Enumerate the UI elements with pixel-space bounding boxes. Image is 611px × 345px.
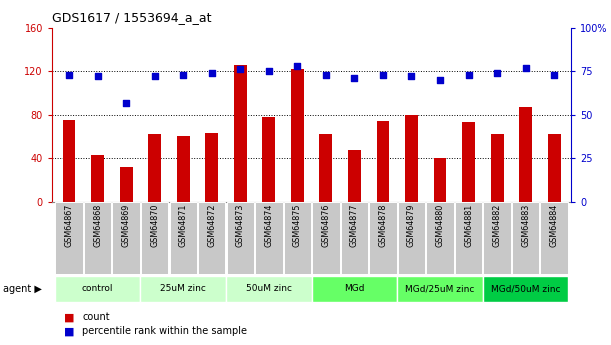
Bar	[227, 202, 254, 274]
Bar	[519, 107, 532, 202]
Text: GSM64880: GSM64880	[436, 204, 445, 247]
Bar	[312, 276, 397, 302]
Bar	[483, 276, 568, 302]
Text: GSM64877: GSM64877	[350, 204, 359, 247]
Text: GSM64869: GSM64869	[122, 204, 131, 247]
Bar	[91, 155, 104, 202]
Text: GDS1617 / 1553694_a_at: GDS1617 / 1553694_a_at	[52, 11, 211, 24]
Bar	[112, 202, 140, 274]
Text: GSM64870: GSM64870	[150, 204, 159, 247]
Point	[150, 73, 159, 79]
Bar	[55, 276, 141, 302]
Bar	[341, 202, 368, 274]
Bar	[462, 122, 475, 202]
Text: 50uM zinc: 50uM zinc	[246, 284, 292, 294]
Point	[207, 70, 217, 76]
Bar	[169, 202, 197, 274]
Text: GSM64876: GSM64876	[321, 204, 331, 247]
Text: GSM64878: GSM64878	[378, 204, 387, 247]
Text: MGd/25uM zinc: MGd/25uM zinc	[405, 284, 475, 294]
Text: GSM64884: GSM64884	[550, 204, 558, 247]
Bar	[120, 167, 133, 202]
Text: percentile rank within the sample: percentile rank within the sample	[82, 326, 247, 336]
Bar	[255, 202, 282, 274]
Bar	[148, 134, 161, 202]
Bar	[284, 202, 311, 274]
Bar	[291, 69, 304, 202]
Bar	[262, 117, 275, 202]
Text: GSM64875: GSM64875	[293, 204, 302, 247]
Point	[235, 67, 245, 72]
Bar	[369, 202, 397, 274]
Text: ■: ■	[64, 313, 75, 322]
Bar	[348, 149, 361, 202]
Bar	[434, 158, 447, 202]
Bar	[226, 276, 312, 302]
Bar	[177, 137, 189, 202]
Text: GSM64883: GSM64883	[521, 204, 530, 247]
Bar	[84, 202, 111, 274]
Point	[93, 73, 103, 79]
Point	[321, 72, 331, 77]
Point	[378, 72, 388, 77]
Bar	[426, 202, 454, 274]
Text: agent ▶: agent ▶	[3, 284, 42, 294]
Bar	[56, 202, 82, 274]
Text: MGd: MGd	[344, 284, 365, 294]
Bar	[198, 202, 225, 274]
Text: GSM64882: GSM64882	[492, 204, 502, 247]
Point	[464, 72, 474, 77]
Bar	[547, 134, 560, 202]
Point	[121, 100, 131, 105]
Text: GSM64881: GSM64881	[464, 204, 473, 247]
Bar	[512, 202, 540, 274]
Text: GSM64873: GSM64873	[236, 204, 245, 247]
Point	[492, 70, 502, 76]
Point	[349, 75, 359, 81]
Point	[178, 72, 188, 77]
Point	[64, 72, 74, 77]
Bar	[491, 134, 503, 202]
Point	[521, 65, 530, 70]
Text: MGd/50uM zinc: MGd/50uM zinc	[491, 284, 560, 294]
Bar	[234, 65, 247, 202]
Bar	[63, 120, 76, 202]
Bar	[397, 276, 483, 302]
Text: GSM64872: GSM64872	[207, 204, 216, 247]
Point	[293, 63, 302, 69]
Text: GSM64867: GSM64867	[65, 204, 73, 247]
Text: GSM64868: GSM64868	[93, 204, 102, 247]
Text: GSM64879: GSM64879	[407, 204, 416, 247]
Bar	[398, 202, 425, 274]
Text: ■: ■	[64, 326, 75, 336]
Bar	[455, 202, 482, 274]
Bar	[483, 202, 511, 274]
Point	[264, 68, 274, 74]
Bar	[376, 121, 389, 202]
Point	[435, 77, 445, 82]
Bar	[541, 202, 568, 274]
Text: GSM64874: GSM64874	[265, 204, 273, 247]
Bar	[312, 202, 340, 274]
Bar	[141, 202, 169, 274]
Text: control: control	[82, 284, 114, 294]
Point	[549, 72, 559, 77]
Bar	[141, 276, 226, 302]
Point	[406, 73, 416, 79]
Text: 25uM zinc: 25uM zinc	[160, 284, 206, 294]
Text: GSM64871: GSM64871	[178, 204, 188, 247]
Bar	[320, 134, 332, 202]
Bar	[205, 133, 218, 202]
Bar	[405, 115, 418, 202]
Text: count: count	[82, 313, 110, 322]
